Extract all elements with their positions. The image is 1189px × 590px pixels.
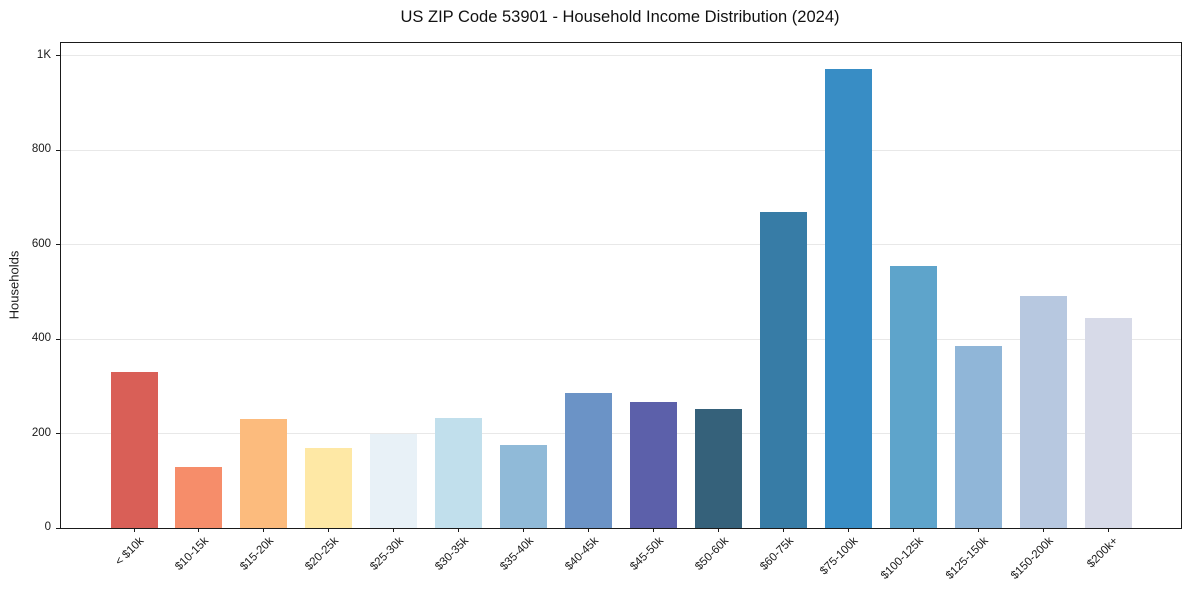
y-tick-mark [56,527,60,529]
y-tick-mark [56,244,60,246]
x-tick-label: $50-60k [693,535,731,573]
bar-60-75k [759,211,807,528]
x-tick-label: $25-30k [368,535,407,573]
bar-15-20k [240,419,288,528]
x-tick-label: $45-50k [628,535,666,573]
bar-20-25k [305,447,353,528]
y-tick-label: 400 [31,332,51,345]
bar-30-35k [435,417,483,528]
x-tick-mark [652,528,654,532]
gridline-y-1K [61,55,1181,57]
x-tick-mark [588,528,590,532]
x-tick-label: $60-75k [757,535,796,573]
gridline-y-800 [61,149,1181,151]
x-tick-label: $150-200k [1008,535,1056,582]
x-tick-label: $10-15k [173,535,212,573]
bar-100-125k [889,265,937,528]
x-tick-label: $200k+ [1085,535,1121,571]
bar-125-150k [954,345,1002,528]
x-tick-mark [198,528,200,532]
x-tick-label: < $10k [113,535,147,569]
bar-50-60k [694,409,742,528]
x-tick-mark [912,528,914,532]
plot-area: 0 200 400 600 800 1K < $10k $10-15k $15-20k $20-2… [32,42,1182,582]
y-tick-label: 800 [31,143,51,156]
gridline-y-400 [61,338,1181,340]
x-tick-mark [1107,528,1109,532]
x-tick-mark [133,528,135,532]
x-tick-label: $20-25k [303,535,342,573]
x-tick-mark [717,528,719,532]
bar-10k [110,372,158,528]
x-tick-label: $40-45k [563,535,602,573]
x-tick-mark [782,528,784,532]
chart-title: US ZIP Code 53901 - Household Income Dis… [400,8,840,26]
bar-75-100k [824,69,872,528]
x-tick-mark [263,528,265,532]
y-tick-mark [56,338,60,340]
x-tick-label: $100-125k [878,535,926,582]
bar-150-200k [1019,296,1067,528]
gridline-y-600 [61,244,1181,246]
y-tick-label: 0 [44,521,51,533]
x-tick-mark [1042,528,1044,532]
x-tick-label: $125-150k [943,535,991,582]
gridline-y-200 [61,433,1181,435]
y-tick-mark [56,149,60,151]
x-tick-mark [328,528,330,532]
y-axis-label: Households [6,250,22,320]
x-tick-mark [458,528,460,532]
x-tick-label: $75-100k [818,535,861,578]
y-tick-mark [56,55,60,57]
x-tick-label: $15-20k [238,535,277,573]
bar-35-40k [500,444,548,528]
x-tick-mark [847,528,849,532]
bar-45-50k [629,401,677,528]
x-tick-label: $30-35k [433,535,472,573]
y-tick-label: 200 [31,426,51,439]
x-tick-mark [977,528,979,532]
bar-25-30k [370,433,418,528]
bar-10-15k [175,466,223,528]
y-tick-label: 1K [36,48,51,61]
bar-200k [1084,317,1132,528]
x-tick-label: $35-40k [498,535,537,573]
y-tick-mark [56,433,60,435]
y-tick-label: 600 [31,237,51,250]
x-tick-mark [523,528,525,532]
x-tick-mark [393,528,395,532]
bar-40-45k [565,392,613,528]
